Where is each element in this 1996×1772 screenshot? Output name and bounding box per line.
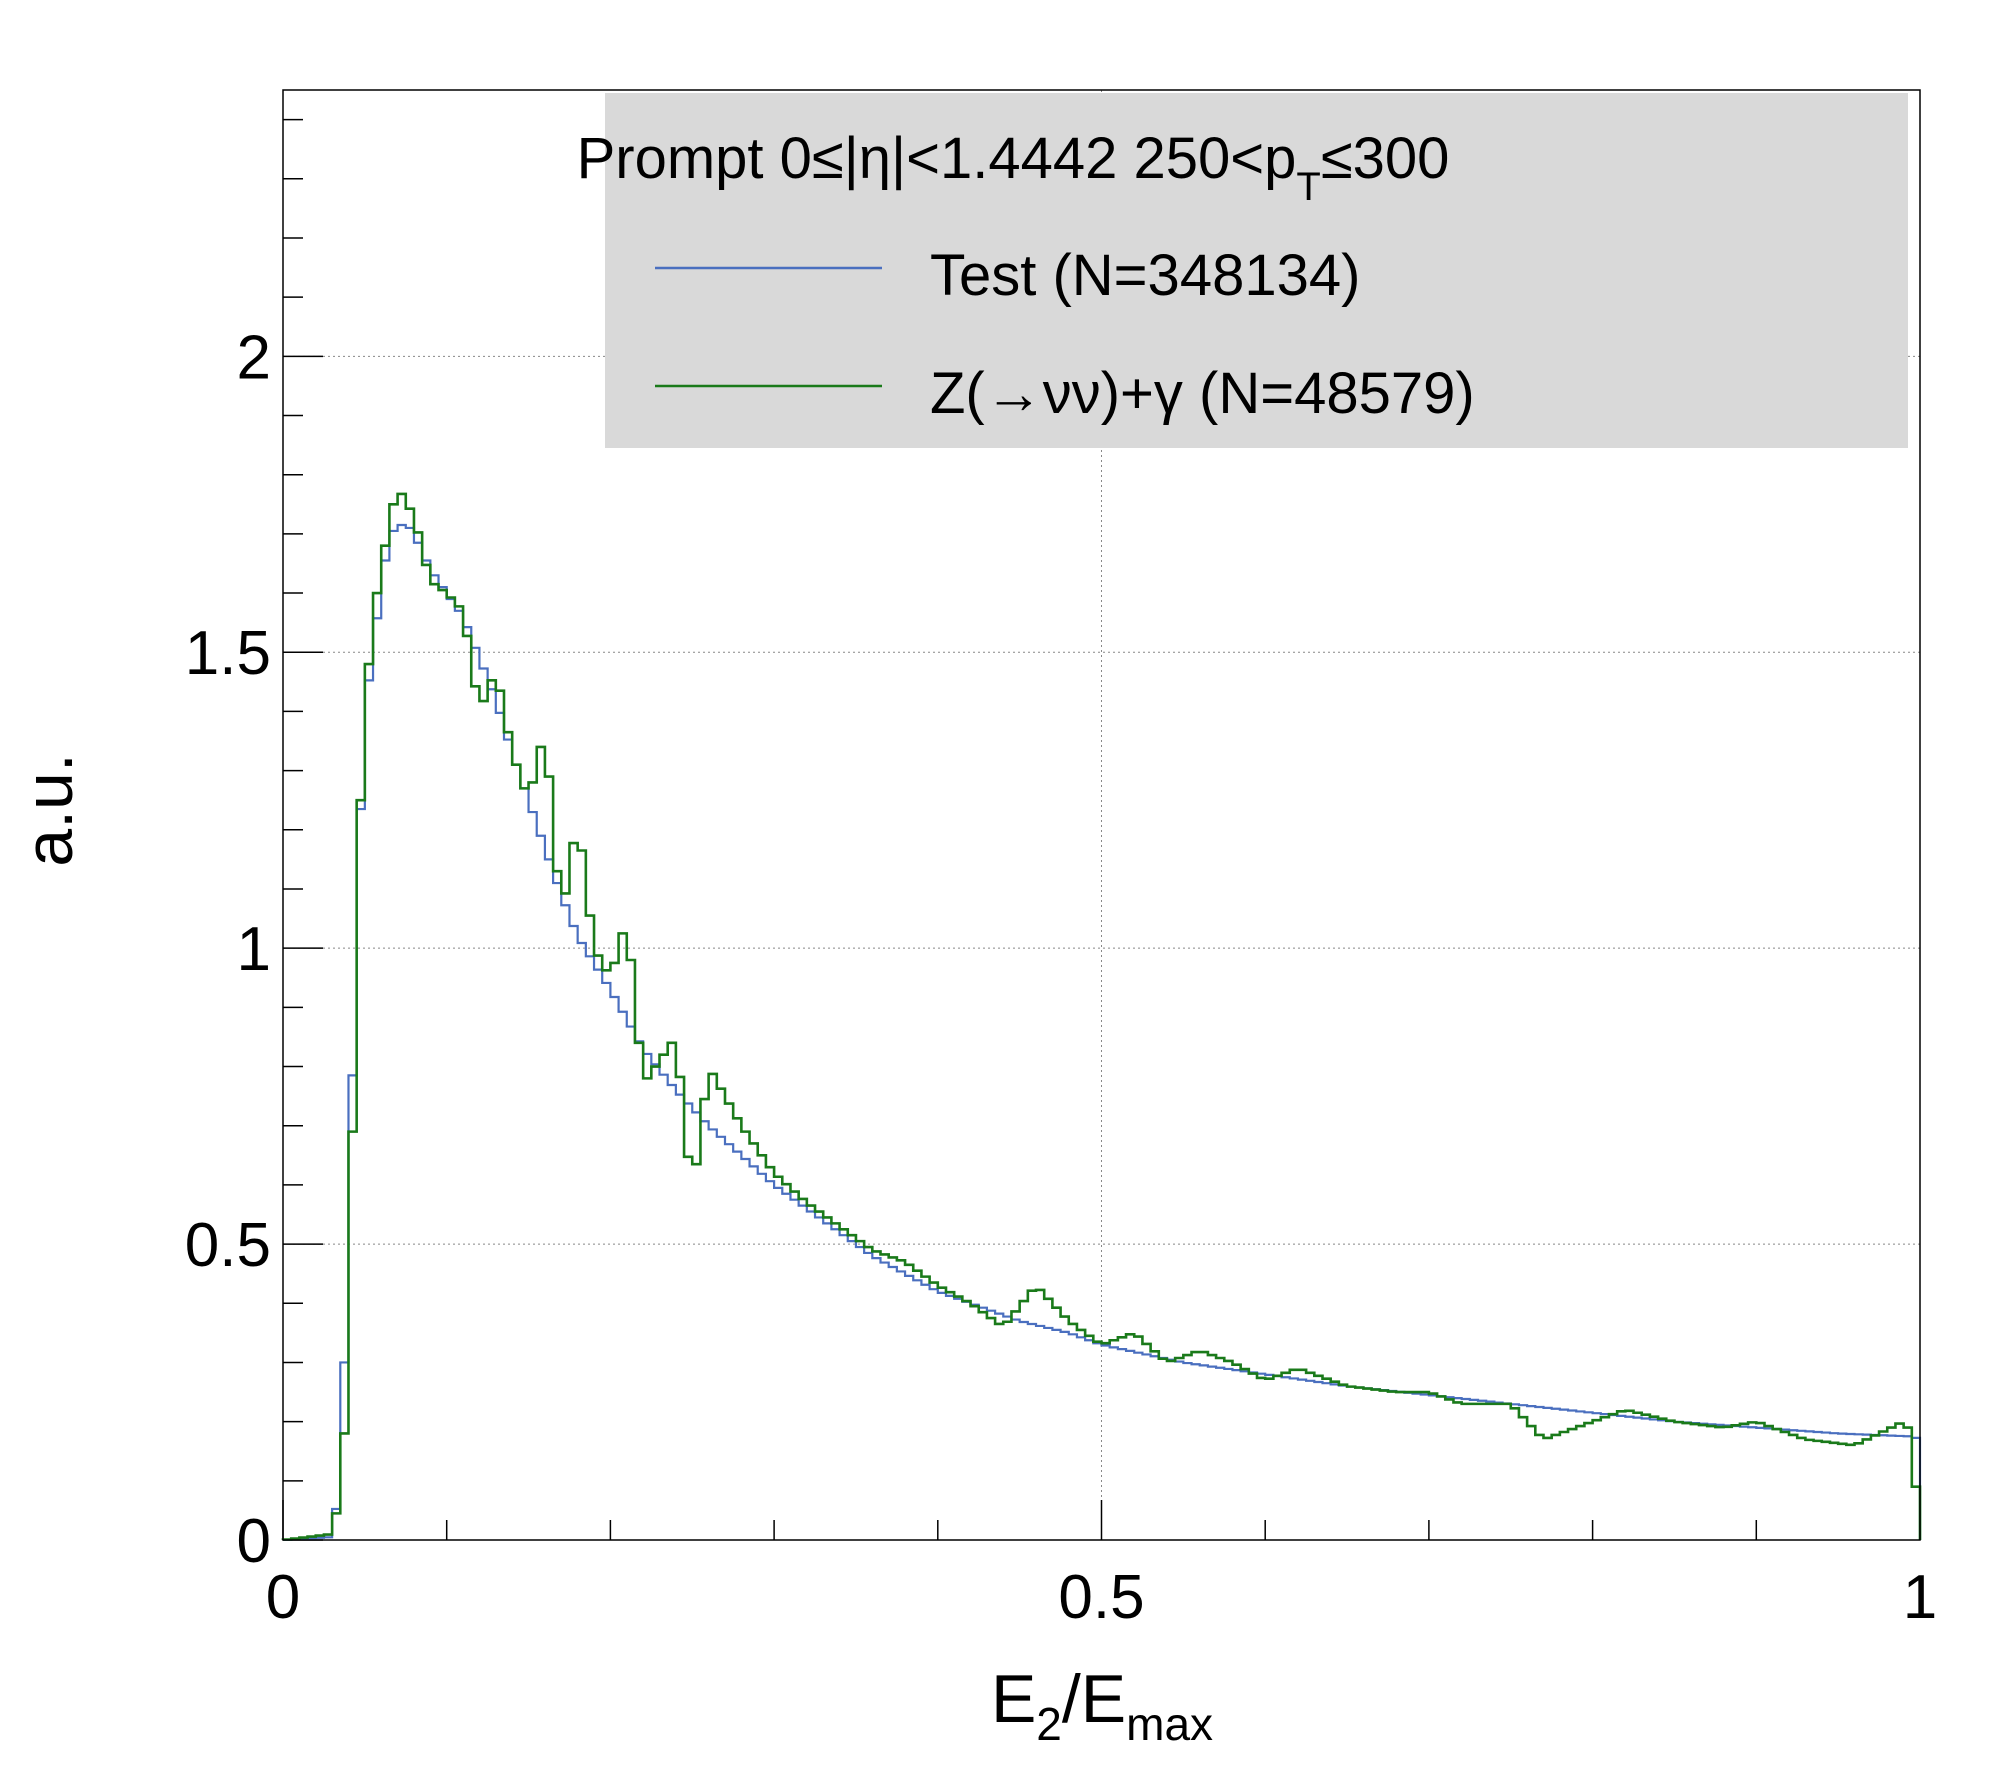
legend-header: Prompt 0≤|η|<1.4442 250<pT≤300 — [577, 126, 1450, 209]
y-tick-label: 1 — [237, 915, 271, 984]
y-tick-label: 2 — [237, 323, 271, 392]
legend-label-znunu: Z(→νν)+γ (N=48579) — [930, 361, 1475, 426]
x-tick-label: 1 — [1903, 1563, 1937, 1632]
series-lines — [281, 492, 1922, 1541]
legend-label-test: Test (N=348134) — [930, 243, 1360, 308]
legend-header-subscript: T — [1296, 165, 1320, 209]
x-axis-title-sub2: 2 — [1036, 1698, 1062, 1750]
tick-labels: 0 0.5 1 0 0.5 1 1.5 2 — [185, 323, 1937, 1632]
x-tick-label: 0 — [266, 1563, 300, 1632]
x-axis-title: E2/Emax — [991, 1661, 1213, 1750]
legend-header-suffix: ≤300 — [1321, 126, 1450, 191]
y-axis-title: a.u. — [11, 753, 87, 866]
y-tick-label: 0 — [237, 1507, 271, 1576]
y-tick-label: 1.5 — [185, 619, 271, 688]
legend-header-prefix: Prompt 0≤|η|<1.4442 250<p — [577, 126, 1297, 191]
plot-frame — [282, 89, 1921, 1541]
x-axis-title-e: E — [991, 1661, 1036, 1737]
y-tick-label: 0.5 — [185, 1211, 271, 1280]
x-axis-title-mid: /E — [1062, 1661, 1126, 1737]
series-line-1 — [281, 492, 1922, 1541]
x-axis-title-submax: max — [1126, 1698, 1213, 1750]
legend-box — [605, 93, 1908, 448]
x-tick-label: 0.5 — [1058, 1563, 1144, 1632]
